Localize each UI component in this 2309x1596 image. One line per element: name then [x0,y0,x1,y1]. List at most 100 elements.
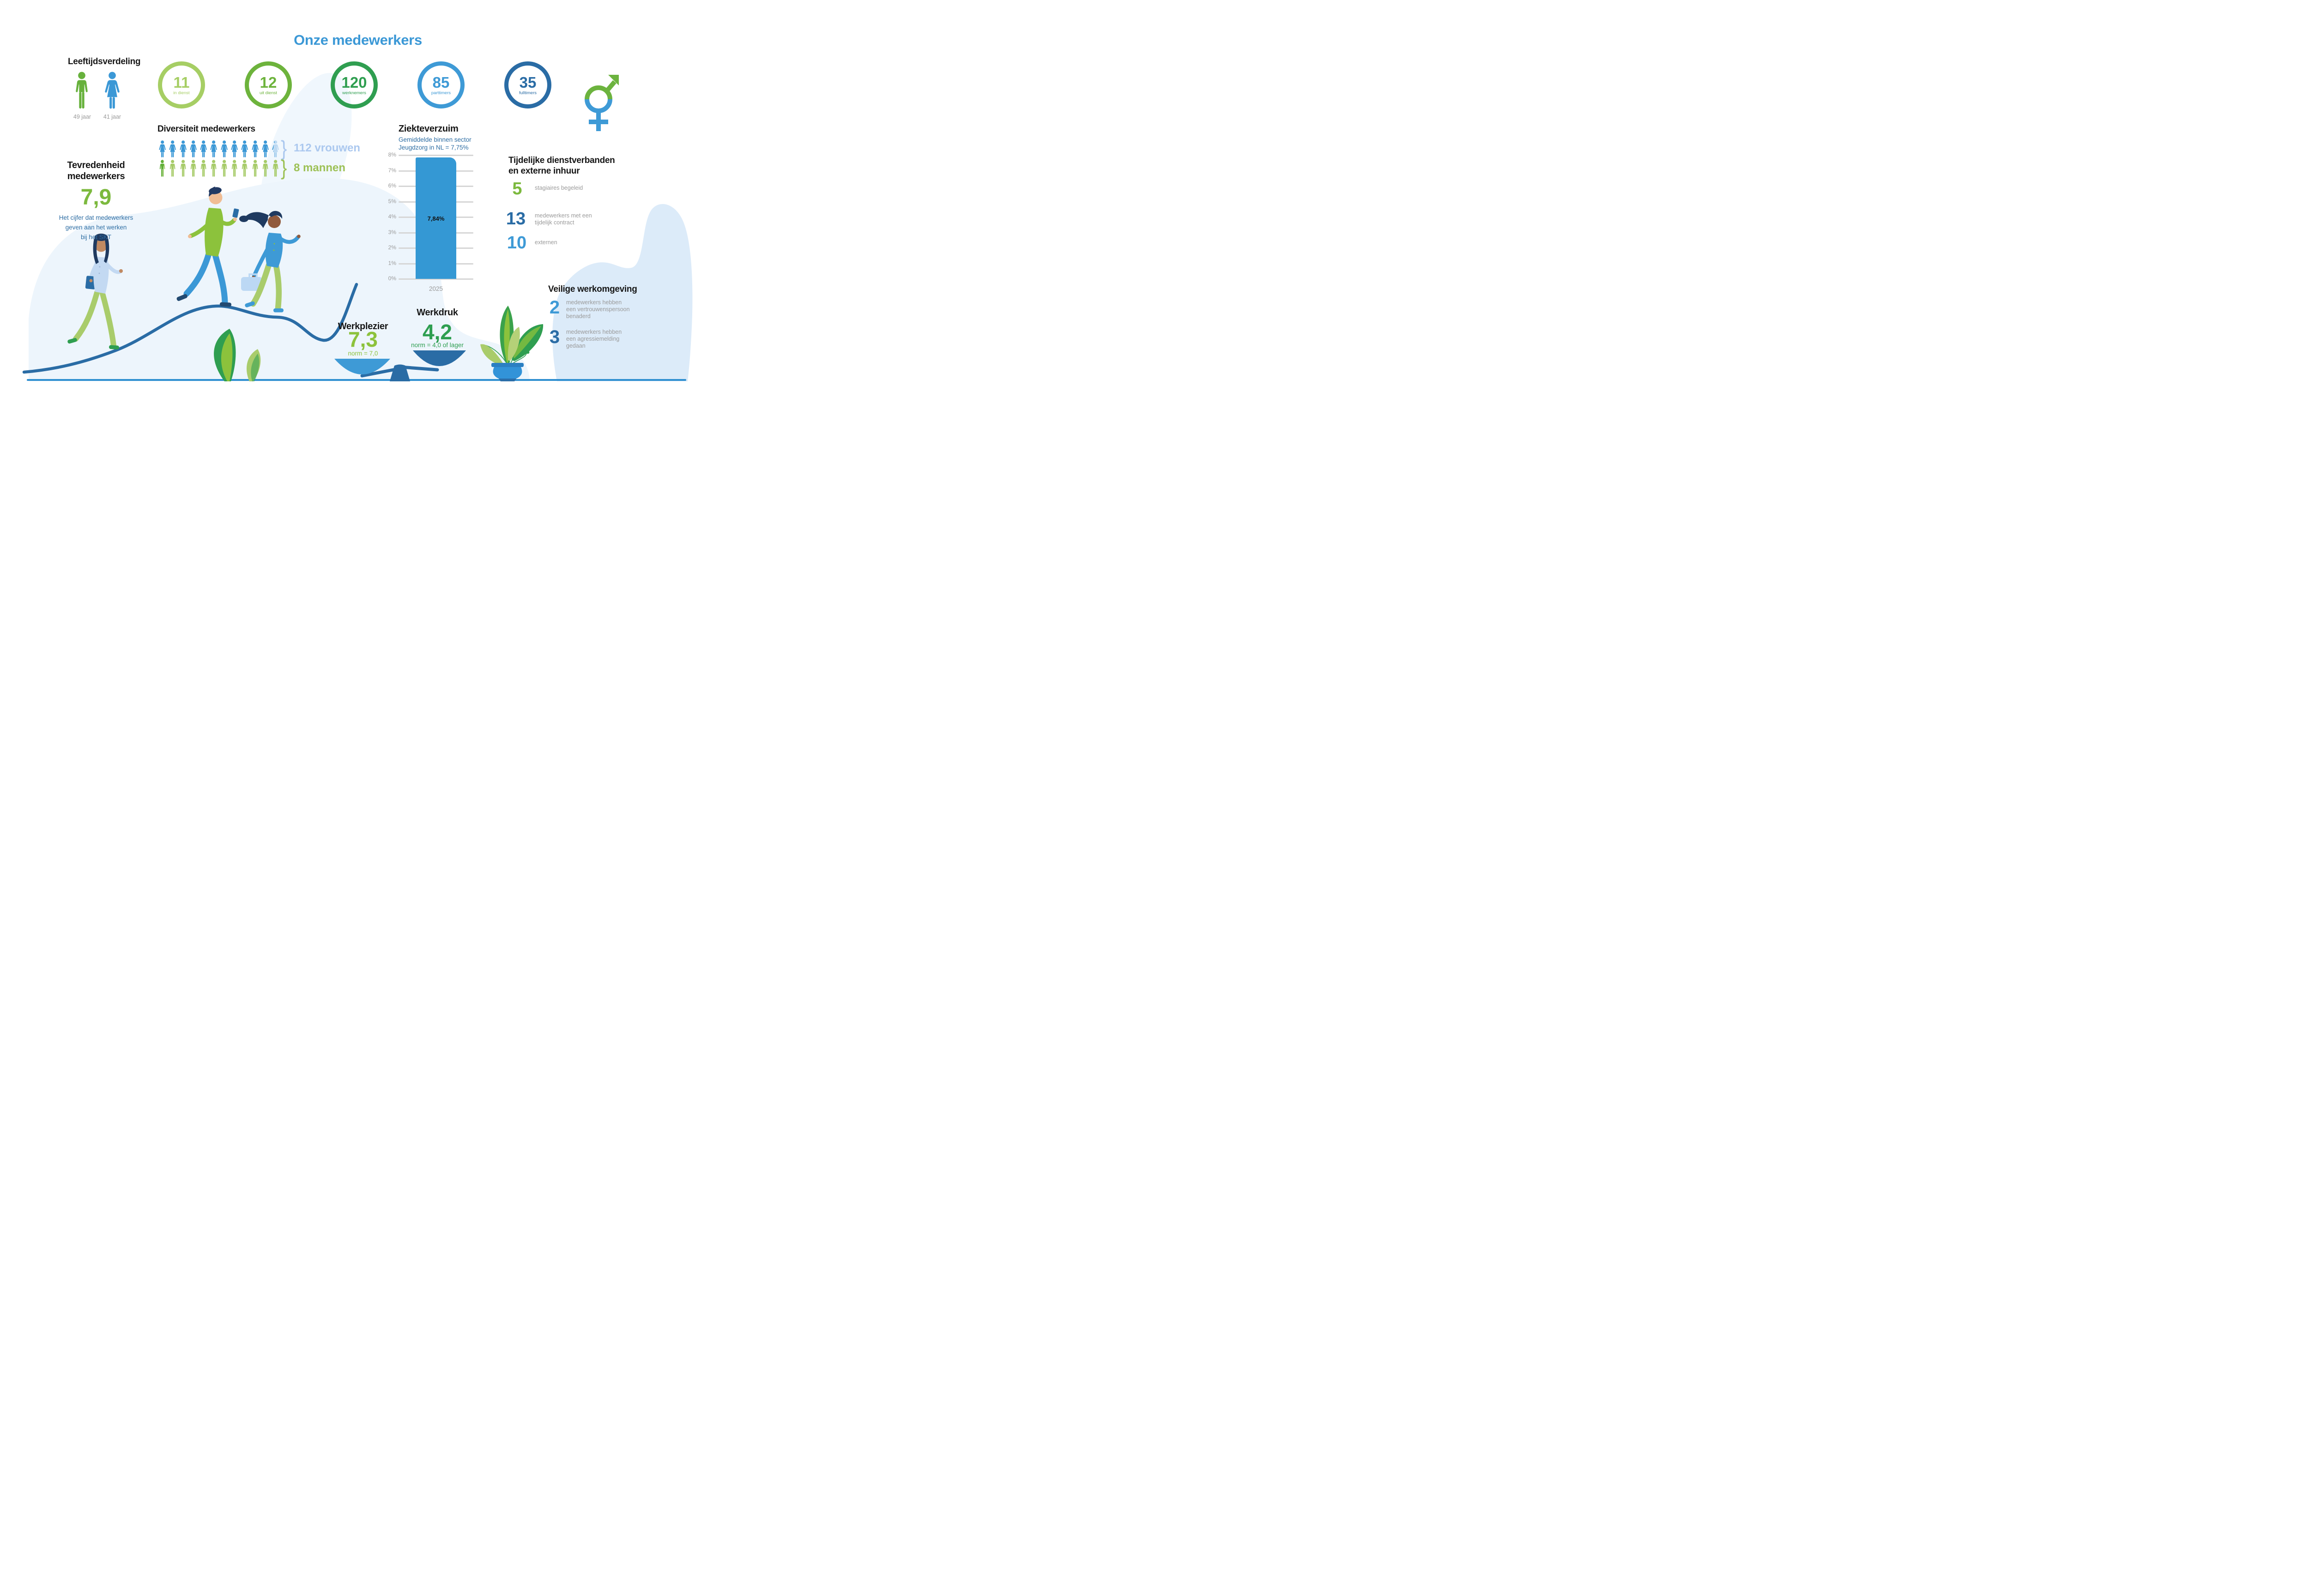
tijdelijk-contract-value: 13 [506,209,526,229]
stat-value: 11 [173,73,190,91]
satisfaction-desc-line2: geven aan het werken [65,224,127,231]
pot-rim [491,363,524,367]
male-icon [199,159,207,178]
werkplezier-score: 7,3 [348,327,378,351]
male-icon [169,159,176,178]
male-icon [241,159,248,178]
stat-circle-werknemers: 120 werknemers [331,61,378,108]
stat-label: fulltimers [519,90,537,96]
female-icon [179,140,187,158]
male-pictograph-row [158,159,280,178]
ziekteverzuim-bar [416,157,456,279]
gridline [399,217,473,218]
gender-symbol-icon [585,75,619,131]
male-icon [189,159,197,178]
female-icon [230,140,238,158]
male-age-label: 49 jaar [73,114,91,120]
satisfaction-desc-line1: Het cijfer dat medewerkers [59,214,133,221]
satisfaction-score: 7,9 [80,185,112,210]
potted-plant [480,306,544,381]
age-distribution-heading: Leeftijdsverdeling [68,57,141,66]
y-tick-label: 8% [388,151,396,158]
stat-value: 85 [432,73,450,91]
male-icon-partial [158,159,166,178]
female-icon [261,140,269,158]
externen-value: 10 [507,233,527,253]
plants-center [214,329,261,381]
temporary-heading: Tijdelijke dienstverbanden en externe in… [508,155,615,176]
female-pictograph-row [158,140,280,158]
satisfaction-desc-line3: bij het SKT [80,234,112,241]
y-tick-label: 4% [388,213,396,220]
wavy-path [22,283,358,374]
agressiemelding-line3: gedaan [566,343,586,349]
vertrouwenspersoon-line1: medewerkers hebben [566,299,622,306]
stat-circle-fulltimers: 35 fulltimers [504,61,551,108]
vertrouwenspersoon-value: 2 [549,297,560,318]
stat-circle-parttimers: 85 parttimers [417,61,465,108]
phone [232,208,239,218]
agressiemelding-line1: medewerkers hebben [566,329,622,335]
x-category-label: 2025 [429,285,443,292]
agressiemelding-line2: een agressiemelding [566,336,620,342]
briefcase-handle [248,273,258,277]
temporary-heading-line2: en externe inhuur [508,166,580,176]
stagiaires-label: stagiaires begeleid [535,185,583,191]
werkdruk-heading: Werkdruk [417,307,458,318]
female-icon [189,140,197,158]
bar-value-label: 7,84% [427,215,445,222]
background-floor-mask [0,382,709,399]
werkplezier-heading: Werkplezier [338,321,388,331]
y-tick-label: 3% [388,229,396,235]
y-tick-label: 6% [388,182,396,189]
male-icon [220,159,228,178]
tijdelijk-contract-label: medewerkers met een tijdelijk contract [535,212,592,226]
tijdelijk-contract-label-line2: tijdelijk contract [535,219,574,226]
female-brace: } [281,137,287,161]
agressiemelding-label: medewerkers hebben een agressiemelding g… [566,329,622,349]
folder [85,276,97,289]
satisfaction-heading: Tevredenheid medewerkers [44,160,148,182]
gridline [399,263,473,265]
vertrouwenspersoon-line2: een vertrouwenspersoon [566,306,630,313]
agressiemelding-value: 3 [549,327,560,347]
sick-leave-heading: Ziekteverzuim [399,124,459,134]
female-age-label: 41 jaar [103,114,121,120]
gridline [399,186,473,187]
stat-circle-uit-dienst: 12 uit dienst [245,61,292,108]
female-icon [241,140,248,158]
y-tick-label: 5% [388,198,396,205]
satisfaction-description: Het cijfer dat medewerkers geven aan het… [37,213,155,242]
gridline [399,201,473,203]
stat-label: parttimers [431,90,451,96]
female-icon [251,140,259,158]
ground-line [27,379,686,381]
gridline [399,232,473,234]
male-icon [230,159,238,178]
stagiaires-value: 5 [512,179,522,199]
pot-body [493,367,522,379]
female-icon [210,140,218,158]
werkplezier-norm: norm = 7,0 [348,350,378,357]
y-tick-label: 1% [388,260,396,266]
gridline [399,170,473,172]
tijdelijk-contract-label-line1: medewerkers met een [535,212,592,219]
vertrouwenspersoon-label: medewerkers hebben een vertrouwenspersoo… [566,299,630,320]
vrouwen-count-label: 112 vrouwen [294,142,361,154]
female-icon [199,140,207,158]
sick-leave-subtitle-line2: Jeugdzorg in NL = 7,75% [399,144,469,151]
satisfaction-heading-line2: medewerkers [67,171,125,181]
scale-pan-left [334,359,390,374]
male-icon [251,159,259,178]
male-figure-icon [73,72,91,110]
stat-value: 12 [260,73,277,91]
male-icon [179,159,187,178]
stat-value: 35 [519,73,537,91]
sick-leave-subtitle-line1: Gemiddelde binnen sector [399,136,471,143]
male-icon [210,159,218,178]
male-icon [272,159,279,178]
mannen-count-label: 8 mannen [294,162,346,174]
gridline [399,155,473,156]
person-man-center [176,187,239,307]
werkdruk-norm: norm = 4,0 of lager [411,342,464,349]
